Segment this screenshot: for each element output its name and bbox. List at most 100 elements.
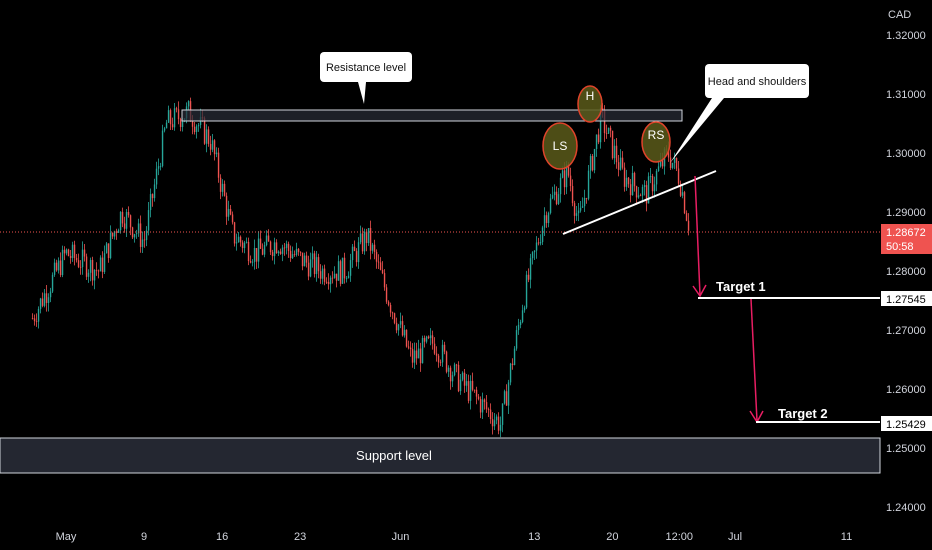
candle-body (545, 215, 548, 224)
left-shoulder-marker[interactable] (542, 122, 578, 170)
candle-body (149, 194, 152, 211)
candle-body (673, 157, 676, 163)
candle-body (49, 291, 52, 298)
candle-body (231, 214, 234, 223)
candle-body (113, 231, 116, 237)
support-zone[interactable] (0, 437, 881, 474)
candle-body (55, 262, 58, 271)
arrow-to-target1 (694, 175, 701, 296)
time-tick-label: May (56, 531, 77, 543)
left-shoulder-label: LS (553, 139, 568, 153)
candle-body (625, 177, 628, 187)
target1-label: Target 1 (716, 279, 766, 294)
price-axis[interactable]: CAD 1.32000 1.31000 1.30000 1.29000 1.28000 1… (886, 9, 926, 514)
candle-body (575, 213, 578, 216)
candle-body (475, 389, 478, 397)
candle-body (317, 257, 320, 272)
candle-body (635, 186, 638, 198)
right-shoulder-marker[interactable] (641, 121, 671, 163)
candle-body (355, 251, 358, 263)
candle-body (681, 192, 684, 196)
head-shoulders-callout[interactable]: Head and shoulders (670, 64, 809, 163)
candle-body (523, 307, 526, 311)
candle-body (93, 269, 96, 281)
candle-body (217, 152, 220, 178)
candle-body (61, 249, 64, 276)
candle-body (491, 419, 494, 427)
candle-body (647, 176, 650, 204)
time-tick-label: 16 (216, 531, 228, 543)
candle-body (281, 247, 284, 254)
candle-body (531, 252, 534, 259)
candle-body (493, 420, 496, 427)
time-tick-label: Jul (728, 531, 742, 543)
candle-body (135, 233, 138, 235)
candle-body (447, 367, 450, 372)
candle-body (205, 129, 208, 144)
candle-body (207, 129, 210, 144)
candle-body (295, 248, 298, 255)
candle-body (253, 247, 256, 262)
candle-body (381, 269, 384, 274)
candle-body (297, 248, 300, 252)
candle-body (511, 363, 514, 365)
candle-body (283, 247, 286, 249)
candle-body (411, 348, 414, 363)
target1-badge-bg (881, 291, 932, 306)
candle-body (579, 207, 582, 211)
candle-body (405, 329, 408, 347)
candle-body (269, 241, 272, 253)
candle-body (223, 183, 226, 196)
candle-body (421, 338, 424, 364)
candle-body (465, 381, 468, 386)
candle-body (77, 260, 80, 267)
candle-body (527, 274, 530, 280)
candle-body (481, 399, 484, 413)
candle-body (81, 249, 84, 268)
candle-body (373, 244, 376, 253)
candle-body (229, 208, 232, 215)
candle-body (453, 364, 456, 376)
candle-body (541, 227, 544, 243)
candle-body (211, 140, 214, 150)
candle-body (73, 244, 76, 258)
candle-body (643, 185, 646, 187)
candle-body (593, 149, 596, 171)
candle-body (613, 145, 616, 159)
candle-body (479, 398, 482, 413)
candle-body (683, 192, 686, 214)
candle-body (109, 232, 112, 259)
candle-body (365, 231, 368, 244)
resistance-callout[interactable]: Resistance level (320, 52, 412, 104)
candle-body (669, 157, 672, 168)
candle-body (507, 382, 510, 406)
candle-body (247, 241, 250, 262)
candle-body (567, 164, 570, 176)
resistance-zone[interactable] (181, 109, 683, 122)
candle-body (417, 348, 420, 359)
target2-price-value: 1.25429 (886, 419, 926, 431)
candle-body (143, 239, 146, 241)
candle-body (241, 242, 244, 249)
candle-body (471, 380, 474, 390)
candle-body (117, 230, 120, 233)
neckline[interactable] (562, 170, 717, 235)
candle-body (539, 242, 542, 244)
candle-body (399, 321, 402, 325)
candle-body (629, 184, 632, 196)
time-axis[interactable]: May 9 16 23 Jun 13 20 12:00 Jul 11 (56, 531, 853, 543)
candle-body (473, 389, 476, 391)
candle-body (445, 351, 448, 372)
candle-body (469, 380, 472, 401)
candle-body (627, 177, 630, 185)
candle-body (261, 248, 264, 255)
candle-body (521, 310, 524, 322)
candle-body (671, 162, 674, 168)
candle-body (221, 183, 224, 192)
candlestick-series (31, 97, 690, 438)
head-marker[interactable] (577, 85, 603, 123)
candle-body (569, 175, 572, 187)
candle-body (609, 127, 612, 131)
